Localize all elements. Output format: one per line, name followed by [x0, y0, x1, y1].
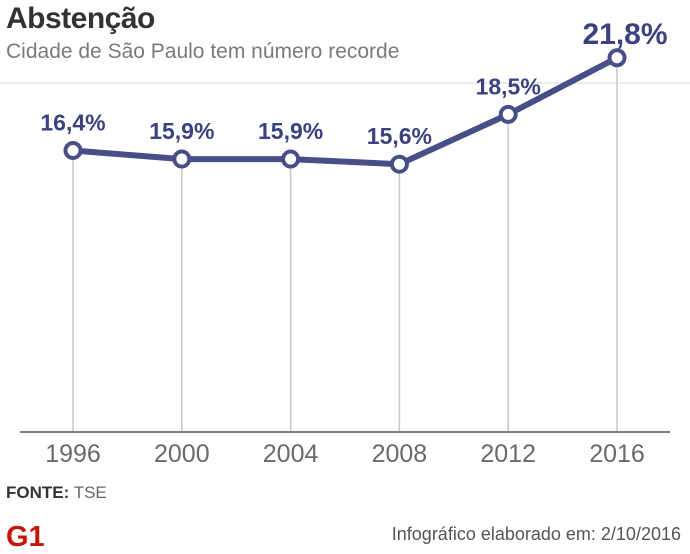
infographic-credit: Infográfico elaborado em: 2/10/2016	[391, 524, 681, 544]
x-tick-labels: 1996 2000 2004 2008 2012 2016	[45, 440, 645, 468]
gridlines	[72, 57, 618, 432]
data-labels: 16,4% 15,9% 15,9% 15,6% 18,5% 21,8%	[40, 18, 667, 149]
source-label: FONTE:	[6, 483, 70, 502]
data-label: 16,4%	[40, 109, 105, 135]
x-tick-label: 2012	[480, 440, 536, 468]
data-label: 18,5%	[476, 73, 541, 99]
data-label: 15,9%	[149, 118, 214, 144]
data-point	[389, 154, 409, 174]
data-label: 15,9%	[258, 118, 323, 144]
data-point	[607, 48, 627, 68]
g1-logo[interactable]: G1	[6, 520, 46, 550]
data-point	[498, 104, 518, 124]
data-label: 21,8%	[582, 18, 667, 51]
series-line	[70, 54, 620, 168]
x-tick-label: 2016	[589, 440, 645, 468]
line-chart: 1996 2000 2004 2008 2012 2016 16,4% 15,9% 15,9%…	[0, 18, 690, 468]
source-value: TSE	[73, 483, 107, 502]
x-tick-label: 2000	[154, 440, 210, 468]
data-point	[281, 149, 301, 169]
source-note: FONTE: TSE	[6, 483, 107, 503]
x-tick-label: 2004	[263, 440, 319, 468]
g1-logo-text: G1	[6, 521, 45, 550]
data-point	[172, 149, 192, 169]
data-point	[63, 140, 83, 160]
x-tick-label: 1996	[45, 440, 101, 468]
chart-subtitle: Cidade de São Paulo tem número recorde	[6, 40, 400, 63]
chart-title: Abstenção	[6, 2, 155, 35]
data-label: 15,6%	[367, 123, 432, 149]
data-points	[63, 48, 627, 174]
x-tick-label: 2008	[372, 440, 428, 468]
